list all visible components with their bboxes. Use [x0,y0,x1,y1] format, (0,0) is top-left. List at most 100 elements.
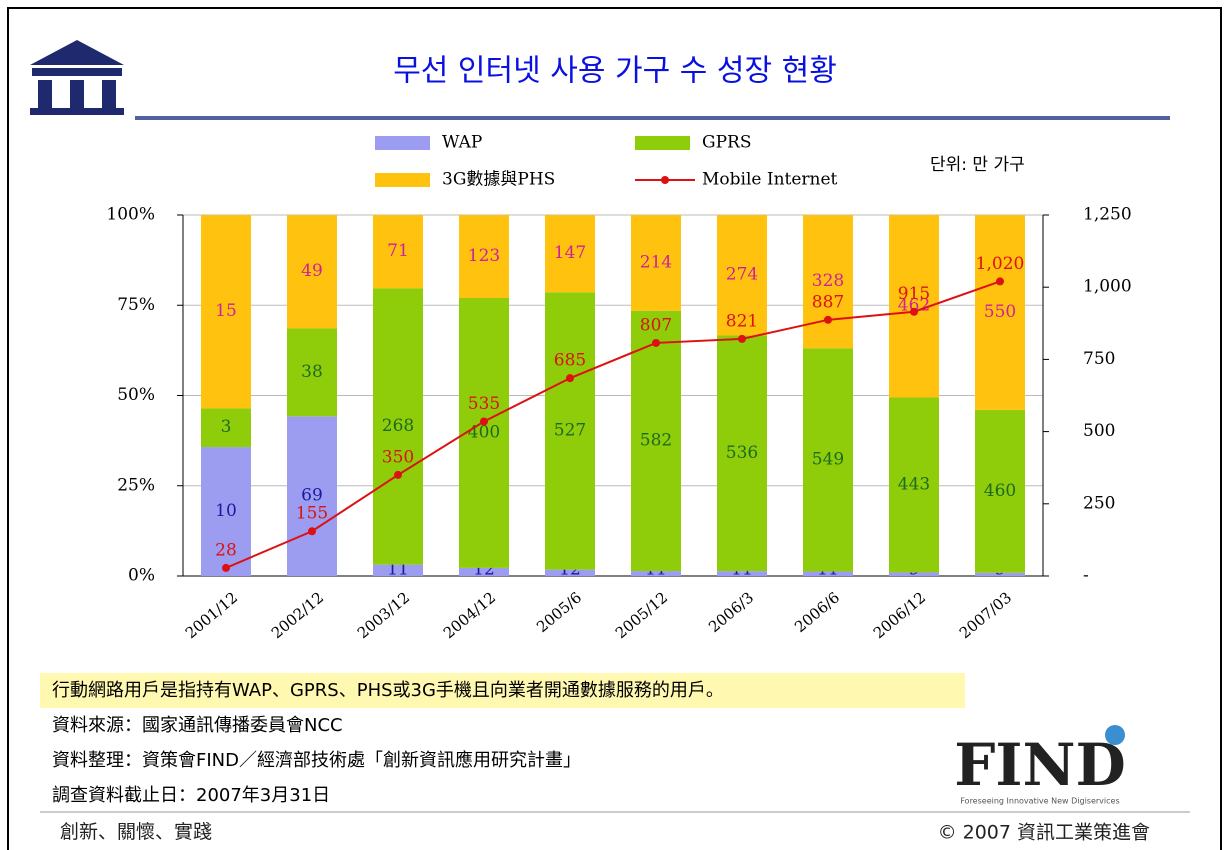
data-label: 71 [387,241,409,261]
line-label: 350 [382,447,414,467]
data-label: 38 [301,362,323,382]
line-label: 28 [215,540,237,560]
data-label: 69 [301,486,323,506]
data-label: 443 [898,474,930,494]
y2-tick-label: 500 [1083,421,1115,441]
bar-segment [201,408,251,448]
line-marker [652,338,660,347]
legend-label: 3G數據與PHS [442,170,555,190]
y-tick-label: 25% [117,475,155,495]
footer-left: 創新、關懷、實踐 [60,821,212,843]
data-label: 462 [898,296,930,316]
bar-segment [201,215,251,409]
data-label: 123 [468,246,500,266]
legend-swatch [375,173,430,187]
data-label: 3 [221,417,232,437]
data-label: 147 [554,243,586,263]
title: 무선 인터넷 사용 가구 수 성장 현황 [393,54,837,89]
source: 資料來源：國家通訊傳播委員會NCC [52,715,343,736]
line-label: 685 [554,351,586,371]
bar-segment [803,215,853,349]
bar-segment [631,310,681,572]
line-label: 915 [898,284,930,304]
logo-globe [1105,725,1125,745]
line-label: 887 [812,292,844,312]
bar-segment [803,348,853,572]
logo-building [30,40,124,115]
bar-segment [287,416,337,576]
line-marker [308,527,316,536]
note: 行動網路用戶是指持有WAP、GPRS、PHS或3G手機且向業者開通數據服務的用戶… [52,680,724,701]
line-label: 821 [726,311,758,331]
data-label: 10 [215,501,237,521]
y2-tick-label: 750 [1083,349,1115,369]
line [225,280,1001,569]
line-marker [996,277,1004,286]
y-tick-label: 0% [128,566,155,586]
bar-segment [459,567,509,576]
bar-segment [717,335,767,572]
bar-segment [975,572,1025,576]
line-label: 155 [296,504,328,524]
data-label: 274 [726,265,758,285]
unit-note: 단위: 만 가구 [930,155,1025,175]
data-label: 527 [554,421,586,441]
bar-segment [373,564,423,576]
data-label: 549 [812,449,844,469]
line-marker [910,307,918,316]
line-marker [394,470,402,479]
legend-label: WAP [442,133,482,153]
line-label: 807 [640,315,672,335]
note-box [40,673,965,708]
legend-label: GPRS [702,133,751,153]
bar-segment [717,571,767,576]
line-marker [824,315,832,324]
y2-tick-label: 1,000 [1083,277,1132,297]
data-label: 460 [984,481,1016,501]
bar-segment [803,571,853,576]
line-label: 535 [468,394,500,414]
bar-segment [201,447,251,576]
y2-tick-label: 250 [1083,493,1115,513]
source: 資料整理：資策會FIND／經濟部技術處「創新資訊應用研究計畫」 [52,749,581,771]
footer-right: © 2007 資訊工業策進會 [938,822,1150,844]
line-marker [222,563,230,572]
data-label: 49 [301,261,323,281]
bar-segment [975,215,1025,410]
logo-name: FIND [954,731,1126,799]
logo-tagline: Foreseeing Innovative New Digiservices [960,797,1119,806]
bar-segment [545,215,595,293]
y2-tick-label: - [1083,566,1089,586]
bar-segment [631,571,681,576]
y-tick-label: 75% [117,295,155,315]
bar-segment [545,569,595,576]
bar-segment [717,215,767,336]
legend-label: Mobile Internet [702,170,838,190]
bar-segment [889,397,939,573]
data-label: 268 [382,416,414,436]
bar-segment [373,215,423,289]
bar-segment [631,215,681,311]
data-label: 582 [640,430,672,450]
legend-marker [661,176,669,184]
y-tick-label: 100% [106,205,155,225]
source: 調查資料截止日：2007年3月31日 [52,785,330,806]
bar-segment [287,328,337,417]
data-label: 328 [812,271,844,291]
data-label: 15 [215,301,237,321]
line-marker [480,417,488,426]
legend-swatch [635,136,690,150]
bar-segment [975,409,1025,573]
bar-segment [287,215,337,329]
line-label: 1,020 [976,254,1025,274]
bar-segment [459,215,509,298]
y2-tick-label: 1,250 [1083,205,1132,225]
y-tick-label: 50% [117,385,155,405]
bar-segment [373,288,423,565]
data-label: 550 [984,302,1016,322]
line-marker [566,374,574,383]
data-label: 536 [726,443,758,463]
bar-segment [545,292,595,570]
legend-swatch [375,136,430,150]
